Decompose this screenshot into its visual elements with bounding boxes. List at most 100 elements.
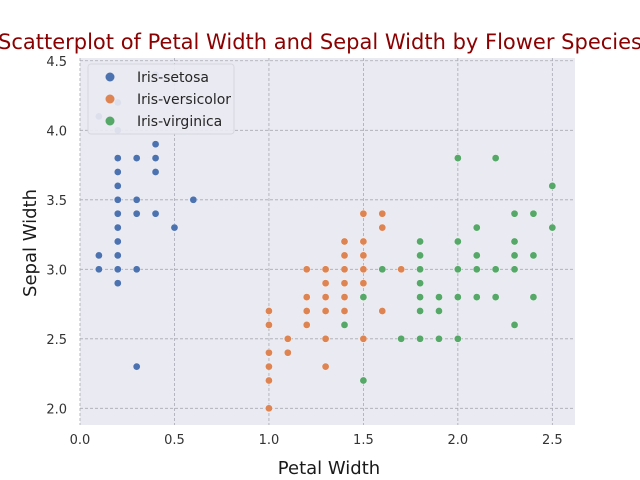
- data-point: [265, 404, 273, 413]
- data-point: [454, 335, 462, 343]
- data-point: [113, 265, 122, 274]
- data-point: [359, 293, 368, 301]
- data-point: [359, 335, 368, 343]
- data-point: [132, 154, 141, 162]
- data-point: [359, 265, 368, 274]
- y-tick-label: 3.5: [46, 194, 67, 209]
- data-point: [321, 265, 330, 274]
- data-point: [397, 265, 405, 274]
- data-point: [265, 321, 273, 329]
- data-point: [113, 154, 122, 162]
- chart-title: Scatterplot of Petal Width and Sepal Wid…: [0, 30, 640, 54]
- data-point: [416, 279, 424, 288]
- data-point: [472, 293, 481, 301]
- legend-marker: [105, 72, 115, 82]
- data-point: [378, 265, 387, 274]
- data-point: [416, 293, 424, 301]
- x-tick-label: 1.0: [259, 433, 280, 448]
- x-axis-label: Petal Width: [278, 458, 380, 479]
- data-point: [435, 293, 443, 301]
- data-point: [151, 140, 160, 148]
- data-point: [454, 154, 462, 162]
- data-point: [454, 293, 462, 301]
- legend-item: Iris-setosa: [105, 70, 209, 86]
- data-point: [378, 307, 387, 315]
- data-point: [95, 265, 103, 274]
- data-point: [321, 279, 330, 288]
- data-point: [302, 293, 311, 301]
- data-point: [265, 376, 273, 385]
- data-point: [378, 209, 387, 218]
- data-point: [397, 335, 405, 343]
- data-point: [510, 251, 519, 260]
- data-point: [151, 209, 160, 218]
- data-point: [416, 265, 424, 274]
- legend: Iris-setosa Iris-versicolor Iris-virginica: [87, 63, 235, 135]
- data-point: [510, 265, 519, 274]
- data-point: [340, 237, 349, 246]
- data-point: [340, 321, 349, 329]
- series-iris-virginica: [340, 154, 557, 385]
- data-point: [416, 237, 424, 246]
- data-point: [340, 293, 349, 301]
- data-point: [321, 307, 330, 315]
- legend-item: Iris-virginica: [105, 114, 222, 130]
- x-tick-label: 0.0: [70, 433, 91, 448]
- y-tick-label: 2.0: [46, 402, 67, 417]
- data-point: [113, 209, 122, 218]
- data-point: [359, 279, 368, 288]
- data-point: [359, 209, 368, 218]
- data-point: [359, 376, 368, 385]
- y-axis-label: Sepal Width: [20, 189, 41, 297]
- data-point: [113, 251, 122, 260]
- data-point: [265, 348, 273, 357]
- data-point: [302, 307, 311, 315]
- data-point: [510, 321, 519, 329]
- x-tick-label: 2.0: [448, 433, 469, 448]
- data-point: [189, 195, 198, 204]
- data-point: [113, 182, 122, 190]
- data-point: [113, 237, 122, 246]
- data-point: [321, 335, 330, 343]
- data-point: [510, 237, 519, 246]
- data-point: [151, 168, 160, 176]
- legend-label: Iris-virginica: [137, 114, 222, 130]
- y-tick-label: 4.0: [46, 124, 67, 139]
- legend-item: Iris-versicolor: [105, 92, 231, 108]
- data-point: [113, 279, 122, 288]
- data-point: [491, 154, 500, 162]
- data-point: [302, 321, 311, 329]
- data-point: [454, 237, 462, 246]
- data-point: [340, 251, 349, 260]
- data-point: [113, 168, 122, 176]
- data-point: [95, 251, 103, 260]
- data-point: [284, 348, 292, 357]
- data-point: [472, 251, 481, 260]
- data-point: [132, 265, 141, 274]
- data-point: [416, 251, 424, 260]
- y-tick-label: 2.5: [46, 333, 67, 348]
- data-point: [284, 335, 292, 343]
- data-point: [529, 251, 538, 260]
- legend-marker: [105, 94, 115, 104]
- data-point: [491, 265, 500, 274]
- data-point: [548, 223, 557, 232]
- data-point: [529, 293, 538, 301]
- data-point: [548, 182, 557, 190]
- data-point: [472, 223, 481, 232]
- y-tick-label: 3.0: [46, 263, 67, 278]
- data-point: [132, 195, 141, 204]
- x-tick-label: 0.5: [164, 433, 185, 448]
- x-axis-ticks: 0.0 0.5 1.0 1.5 2.0 2.5: [70, 433, 563, 448]
- data-point: [491, 293, 500, 301]
- data-point: [151, 154, 160, 162]
- data-point: [435, 307, 443, 315]
- data-point: [265, 362, 273, 371]
- data-point: [321, 293, 330, 301]
- data-point: [265, 307, 273, 315]
- y-axis-ticks: 2.0 2.5 3.0 3.5 4.0 4.5: [46, 55, 67, 418]
- data-point: [340, 279, 349, 288]
- legend-label: Iris-setosa: [137, 70, 209, 86]
- data-point: [132, 362, 141, 371]
